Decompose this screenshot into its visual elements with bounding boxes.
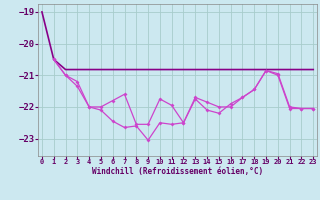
X-axis label: Windchill (Refroidissement éolien,°C): Windchill (Refroidissement éolien,°C)	[92, 167, 263, 176]
